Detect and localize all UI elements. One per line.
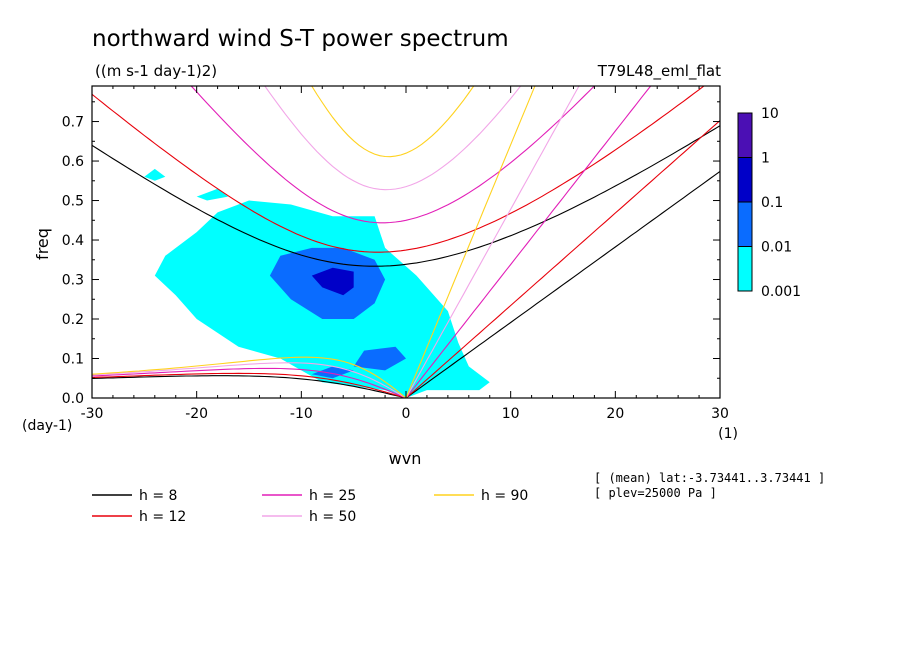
y-tick-label: 0.6 [62,154,84,170]
y-tick-label: 0.5 [62,194,84,210]
dispersion-h50-ig-line [264,86,522,191]
contour-region-0.001-1 [144,168,166,181]
y-tick-label: 0.3 [62,273,84,289]
y-axis-label: freq [33,228,52,260]
dispersion-h12-kelvin-line [405,120,720,398]
colorbar-swatch [737,112,753,158]
dispersion-h8-rossby-line [92,375,407,398]
x-tick-label: -10 [290,406,313,422]
legend-label: h = 50 [309,509,356,525]
info-plev: [ plev=25000 Pa ] [594,486,717,500]
dispersion-h90-rossby-line [92,356,407,398]
axis-ticks: -30 -20 -10 0 10 20 30 0.0 0.1 0.2 0.3 0.4 0.5 0.6 0.7 [62,86,729,422]
chart-title: northward wind S-T power spectrum [92,26,509,52]
dispersion-h8-kelvin-line [405,171,720,398]
info-lat: [ (mean) lat:-3.73441..3.73441 ] [594,471,825,485]
y-tick-label: 0.0 [62,391,84,407]
dispersion-h90-ig-line [311,86,475,158]
contour-region-0.001-2 [196,188,229,201]
dispersion-h25-kelvin-line [405,86,652,398]
dispersion-h90-kelvin-line [405,86,536,398]
y-tick-label: 0.2 [62,312,84,328]
legend-label: h = 90 [481,488,528,504]
colorbar-swatch [737,157,753,203]
contour-region-0.01-5 [311,366,354,379]
y-tick-label: 0.1 [62,352,84,368]
legend-label: h = 8 [139,488,177,504]
colorbar-swatch [737,246,753,292]
y-tick-label: 0.7 [62,115,84,131]
colorbar-label: 0.01 [761,240,792,256]
dispersion-h12-rossby-line [92,372,407,398]
dispersion-h25-rossby-line [92,367,407,398]
legend-label: h = 25 [309,488,356,504]
y-tick-label: 0.4 [62,233,84,249]
dispersion-curves-layer [92,86,720,398]
x-axis-label: wvn [389,449,422,468]
legend: h = 8 h = 12 h = 25 h = 50 h = 90 [92,488,528,525]
dataset-label: T79L48_eml_flat [597,62,721,81]
colorbar-label: 10 [761,106,779,122]
colorbar-label: 0.1 [761,195,783,211]
contour-region-0.1-6 [311,267,354,296]
colorbar-swatch [737,201,753,247]
x-axis-unit: (1) [718,426,738,442]
dispersion-h50-kelvin-line [405,86,580,398]
x-tick-label: 20 [606,406,624,422]
chart-subtitle: ((m s-1 day-1)2) [95,62,217,80]
legend-label: h = 12 [139,509,186,525]
colorbar-label: 0.001 [761,284,801,300]
x-tick-label: 30 [711,406,729,422]
colorbar: 10 1 0.1 0.01 0.001 [737,106,801,300]
dispersion-h50-rossby-line [92,362,407,398]
contour-region-0.01-4 [353,346,406,371]
colorbar-label: 1 [761,151,770,167]
x-tick-label: -30 [81,406,104,422]
x-tick-label: -20 [185,406,208,422]
dispersion-h12-ig-line [92,86,705,253]
y-axis-unit: (day-1) [22,418,72,434]
dispersion-h8-ig-line [92,125,720,267]
x-tick-label: 0 [402,406,411,422]
x-tick-label: 10 [502,406,520,422]
